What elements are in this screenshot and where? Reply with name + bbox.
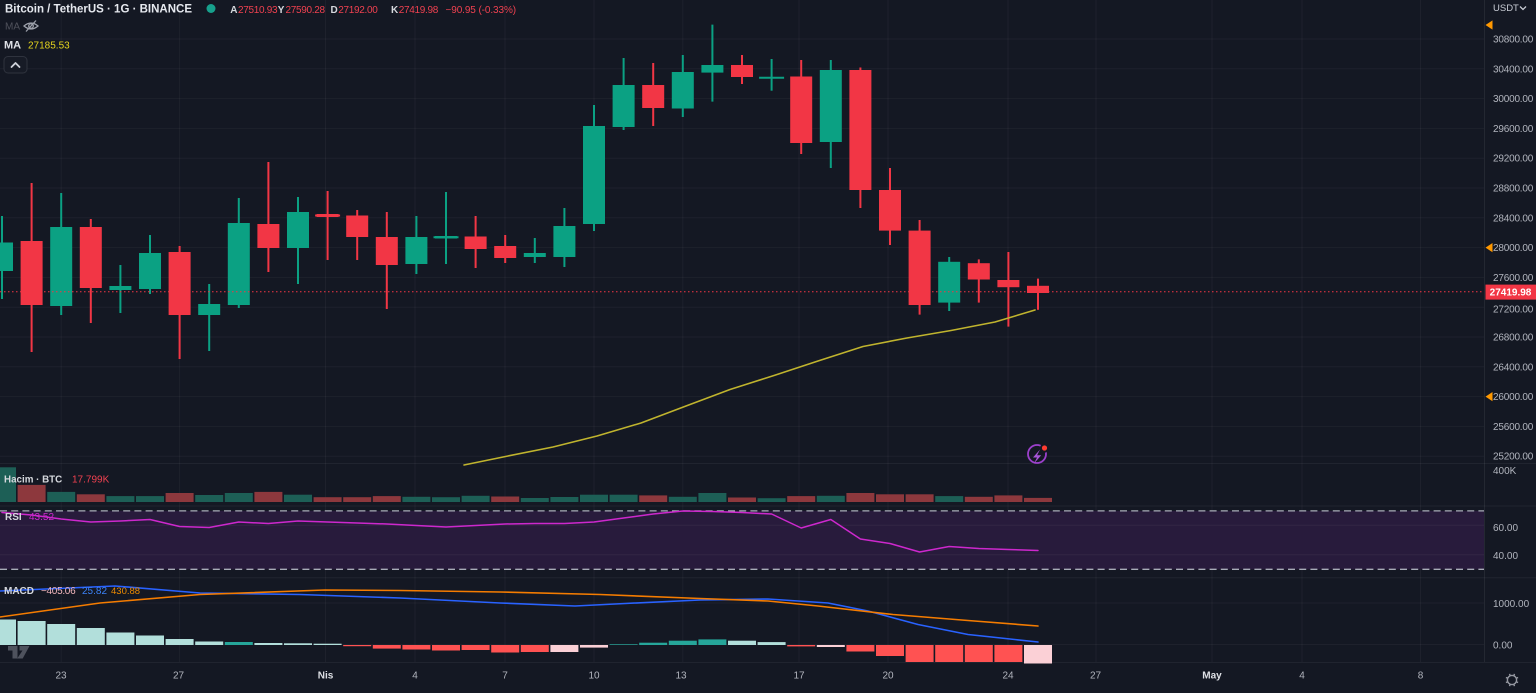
svg-text:4: 4 bbox=[1299, 671, 1305, 682]
svg-text:MA: MA bbox=[5, 22, 20, 33]
svg-text:29600.00: 29600.00 bbox=[1493, 124, 1534, 135]
svg-text:17.799K: 17.799K bbox=[72, 475, 110, 486]
svg-text:25200.00: 25200.00 bbox=[1493, 452, 1534, 463]
svg-text:Bitcoin / TetherUS · 1G · BINA: Bitcoin / TetherUS · 1G · BINANCE bbox=[5, 4, 192, 16]
svg-text:10: 10 bbox=[588, 671, 600, 682]
svg-text:25.82: 25.82 bbox=[82, 586, 107, 597]
svg-text:8: 8 bbox=[1418, 671, 1424, 682]
svg-text:29200.00: 29200.00 bbox=[1493, 154, 1534, 165]
svg-text:26400.00: 26400.00 bbox=[1493, 362, 1534, 373]
svg-text:26000.00: 26000.00 bbox=[1493, 392, 1534, 403]
svg-text:43.52: 43.52 bbox=[29, 512, 54, 523]
svg-text:27192.00: 27192.00 bbox=[338, 5, 378, 16]
svg-text:13: 13 bbox=[675, 671, 687, 682]
svg-text:27185.53: 27185.53 bbox=[28, 41, 70, 52]
svg-text:27: 27 bbox=[1090, 671, 1102, 682]
svg-text:60.00: 60.00 bbox=[1493, 523, 1518, 534]
svg-text:27600.00: 27600.00 bbox=[1493, 273, 1534, 284]
svg-text:0.00: 0.00 bbox=[1493, 641, 1513, 652]
svg-text:7: 7 bbox=[502, 671, 508, 682]
svg-text:30400.00: 30400.00 bbox=[1493, 64, 1534, 75]
svg-text:28400.00: 28400.00 bbox=[1493, 213, 1534, 224]
svg-text:A: A bbox=[230, 5, 237, 16]
svg-text:RSI: RSI bbox=[5, 512, 22, 523]
svg-text:27419.98: 27419.98 bbox=[399, 5, 439, 16]
svg-text:27590.28: 27590.28 bbox=[286, 5, 326, 16]
svg-text:25600.00: 25600.00 bbox=[1493, 422, 1534, 433]
svg-text:400K: 400K bbox=[1493, 466, 1517, 477]
svg-text:May: May bbox=[1202, 671, 1222, 682]
svg-text:MA: MA bbox=[4, 40, 21, 52]
svg-text:23: 23 bbox=[55, 671, 67, 682]
svg-text:28800.00: 28800.00 bbox=[1493, 184, 1534, 195]
svg-text:Y: Y bbox=[278, 5, 285, 16]
svg-text:20: 20 bbox=[882, 671, 894, 682]
svg-text:Hacim · BTC: Hacim · BTC bbox=[4, 475, 62, 486]
svg-text:30000.00: 30000.00 bbox=[1493, 94, 1534, 105]
svg-text:430.88: 430.88 bbox=[111, 586, 140, 597]
svg-text:28000.00: 28000.00 bbox=[1493, 243, 1534, 254]
svg-text:USDT: USDT bbox=[1493, 3, 1519, 14]
svg-text:27419.98: 27419.98 bbox=[1490, 288, 1532, 299]
svg-text:−405.06: −405.06 bbox=[41, 586, 76, 597]
svg-text:26800.00: 26800.00 bbox=[1493, 333, 1534, 344]
svg-text:−90.95 (-0.33%): −90.95 (-0.33%) bbox=[446, 5, 517, 16]
svg-text:D: D bbox=[331, 5, 338, 16]
svg-text:30800.00: 30800.00 bbox=[1493, 35, 1534, 46]
svg-text:MACD: MACD bbox=[4, 586, 34, 597]
svg-text:1000.00: 1000.00 bbox=[1493, 599, 1530, 610]
svg-text:27510.93: 27510.93 bbox=[238, 5, 278, 16]
svg-text:Nis: Nis bbox=[318, 671, 334, 682]
svg-text:27200.00: 27200.00 bbox=[1493, 305, 1534, 316]
svg-text:40.00: 40.00 bbox=[1493, 551, 1518, 562]
svg-text:24: 24 bbox=[1002, 671, 1014, 682]
svg-text:17: 17 bbox=[793, 671, 805, 682]
svg-text:27: 27 bbox=[173, 671, 185, 682]
svg-text:4: 4 bbox=[412, 671, 418, 682]
